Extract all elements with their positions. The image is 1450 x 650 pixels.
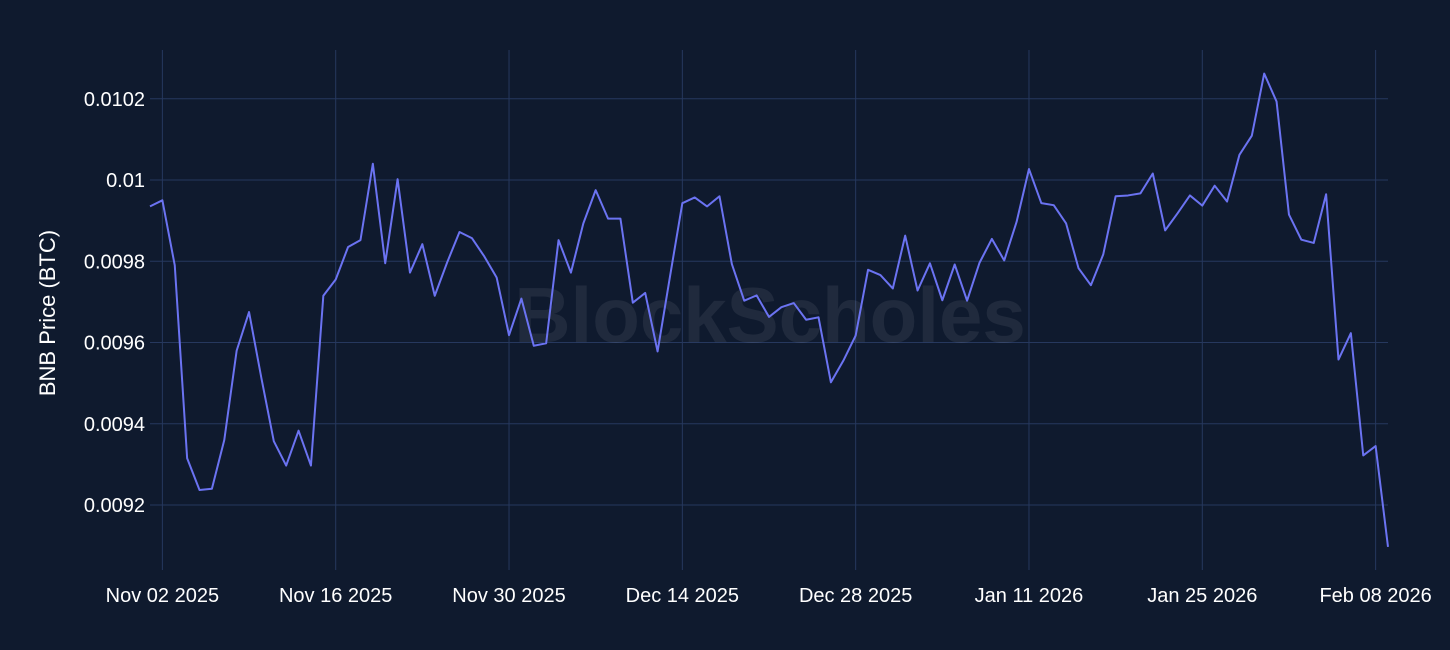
x-tick-labels: Nov 02 2025 Nov 16 2025 Nov 30 2025 Dec 14 …	[106, 585, 1432, 607]
y-tick-label: 0.0098	[84, 251, 145, 273]
y-tick-labels: 0.0092 0.0094 0.0096 0.0098 0.01 0.0102	[84, 89, 145, 517]
y-tick-label: 0.0096	[84, 333, 145, 355]
x-tick-label: Nov 02 2025	[106, 585, 219, 607]
x-tick-label: Dec 28 2025	[799, 585, 912, 607]
x-tick-label: Nov 30 2025	[452, 585, 565, 607]
y-tick-label: 0.0092	[84, 495, 145, 517]
y-gridlines	[150, 98, 1388, 506]
x-tick-label: Nov 16 2025	[279, 585, 392, 607]
x-tick-label: Dec 14 2025	[626, 585, 739, 607]
x-tick-label: Jan 25 2026	[1147, 585, 1257, 607]
y-tick-label: 0.0102	[84, 89, 145, 111]
y-tick-label: 0.01	[106, 170, 145, 192]
y-axis-title: BNB Price (BTC)	[35, 230, 60, 396]
x-gridlines	[161, 50, 1377, 570]
x-tick-label: Feb 08 2026	[1319, 585, 1431, 607]
series-line	[149, 72, 1389, 547]
x-tick-label: Jan 11 2026	[975, 585, 1084, 607]
y-tick-label: 0.0094	[84, 414, 145, 436]
